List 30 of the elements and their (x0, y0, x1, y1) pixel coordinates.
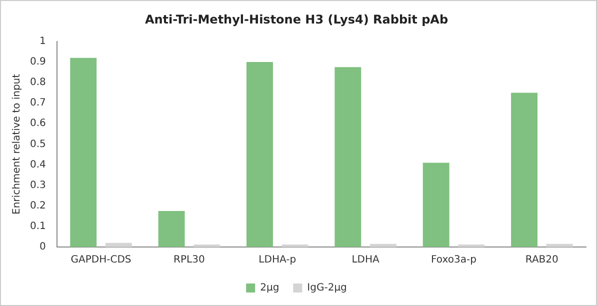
bar (70, 58, 97, 247)
legend-label: 2μg (260, 282, 280, 294)
y-tick-label: 0.4 (30, 159, 46, 170)
chart-title: Anti-Tri-Methyl-Histone H3 (Lys4) Rabbit pAb (144, 12, 448, 26)
x-tick-label: GAPDH-CDS (70, 254, 132, 266)
y-tick-label: 0.1 (30, 221, 46, 232)
y-axis-title: Enrichment relative to input (12, 74, 23, 214)
x-tick-label: Foxo3a-p (431, 254, 476, 266)
y-tick-label: 0.9 (30, 56, 46, 68)
x-tick-label: LDHA (352, 254, 380, 266)
bar (334, 67, 362, 247)
legend-label: IgG-2μg (307, 282, 347, 294)
bar (370, 244, 396, 247)
bar (105, 242, 132, 247)
y-tick-label: 0.7 (30, 98, 46, 109)
y-tick-label: 0.5 (30, 138, 46, 150)
y-tick-label: 0.6 (30, 118, 46, 130)
x-tick-label: RAB20 (525, 254, 558, 266)
y-tick-label: 1 (40, 36, 46, 47)
x-tick-label: LDHA-p (258, 254, 296, 266)
bar (511, 92, 538, 247)
y-tick-label: 0.3 (30, 180, 46, 191)
y-tick-label: 0.8 (30, 77, 46, 88)
y-tick-label: 0 (40, 242, 46, 253)
bar (422, 162, 450, 247)
bar (546, 244, 573, 247)
x-tick-label: RPL30 (174, 254, 205, 266)
bar (158, 211, 185, 247)
y-tick-label: 0.2 (30, 200, 46, 212)
bar (246, 62, 273, 247)
